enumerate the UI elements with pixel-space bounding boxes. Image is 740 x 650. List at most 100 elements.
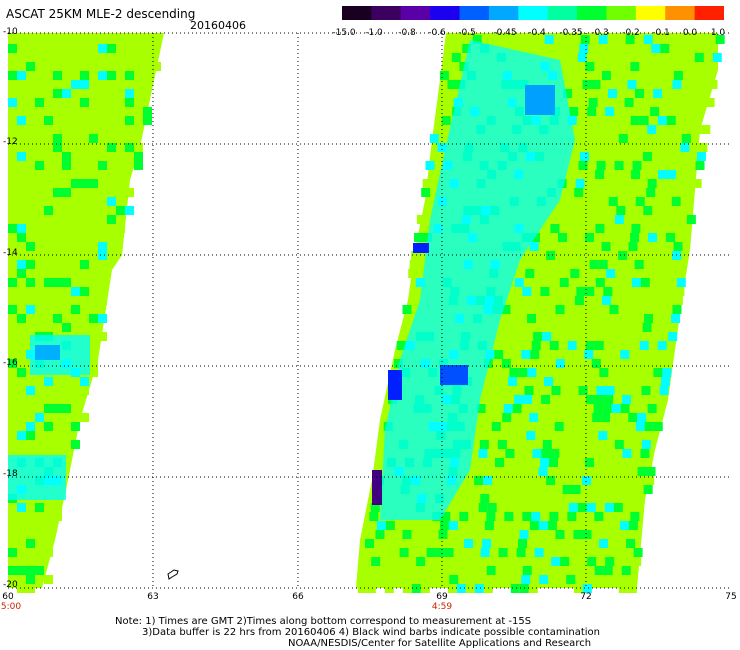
swath-cell xyxy=(670,98,679,107)
swath-cell xyxy=(53,107,62,116)
swath-cell xyxy=(8,278,17,287)
swath-cell xyxy=(523,395,532,404)
swath-cell xyxy=(582,530,591,539)
swath-cell xyxy=(549,512,558,521)
swath-cell xyxy=(647,467,656,476)
swath-cell xyxy=(17,368,26,377)
swath-cell xyxy=(685,170,694,179)
swath-cell xyxy=(614,53,623,62)
swath-cell xyxy=(574,188,583,197)
swath-cell xyxy=(98,161,107,170)
swath-cell xyxy=(452,53,461,62)
swath-cell xyxy=(17,152,26,161)
swath-cell xyxy=(17,305,26,314)
swath-cell xyxy=(80,287,89,296)
swath-cell xyxy=(98,62,107,71)
swath-cell xyxy=(630,512,639,521)
swath-cell xyxy=(638,71,647,80)
swath-cell xyxy=(98,314,107,323)
swath-cell xyxy=(586,170,595,179)
swath-cell xyxy=(635,89,644,98)
swath-cell xyxy=(107,179,116,188)
swath-cell xyxy=(89,125,98,134)
swath-cell xyxy=(672,197,681,206)
product-title: ASCAT 25KM MLE-2 descending xyxy=(6,8,195,20)
swath-cell xyxy=(695,53,704,62)
swath-cell xyxy=(652,206,661,215)
swath-cell xyxy=(487,449,496,458)
swath-cell xyxy=(677,278,686,287)
swath-cell xyxy=(633,161,642,170)
swath-cell xyxy=(563,539,572,548)
swath-cell xyxy=(474,530,483,539)
colorbar-label: 0.0 xyxy=(683,27,697,39)
swath-cell xyxy=(595,566,604,575)
swath-cell xyxy=(420,530,429,539)
swath-cell xyxy=(579,44,588,53)
swath-cell xyxy=(510,305,519,314)
swath-cell xyxy=(512,521,521,530)
swath-cell xyxy=(417,215,426,224)
swath-cell xyxy=(134,143,143,152)
swath-cell xyxy=(630,458,639,467)
swath-cell xyxy=(17,269,26,278)
swath-cell xyxy=(527,368,536,377)
swath-cell xyxy=(591,422,600,431)
swath-cell xyxy=(562,431,571,440)
swath-cell xyxy=(35,566,44,575)
swath-cell xyxy=(692,125,701,134)
swath-cell xyxy=(616,206,625,215)
swath-cell xyxy=(578,503,587,512)
colorbar-label: -15.0 xyxy=(332,27,355,39)
swath-cell xyxy=(658,116,667,125)
swath-cell xyxy=(53,503,62,512)
swath-cell xyxy=(563,485,572,494)
swath-cell xyxy=(44,152,53,161)
swath-cell xyxy=(682,134,691,143)
swath-cell xyxy=(62,134,71,143)
swath-cell xyxy=(567,404,576,413)
swath-cell xyxy=(636,197,645,206)
swath-cell xyxy=(400,548,409,557)
lon-label: 60 xyxy=(2,592,13,602)
swath-cell xyxy=(634,98,643,107)
swath-cell xyxy=(526,377,535,386)
swath-cell xyxy=(26,305,35,314)
swath-cell xyxy=(495,458,504,467)
swath-cell xyxy=(543,440,552,449)
swath-cell xyxy=(557,350,566,359)
swath-cell xyxy=(693,179,702,188)
swath-cell xyxy=(640,170,649,179)
swath-cell xyxy=(597,215,606,224)
note-line-1: Note: 1) Times are GMT 2)Times along bot… xyxy=(115,616,531,627)
swath-cell xyxy=(35,377,44,386)
swath-cell xyxy=(619,188,628,197)
swath-cell xyxy=(483,422,492,431)
swath-cell xyxy=(651,269,660,278)
swath-cell xyxy=(662,368,671,377)
swath-cell xyxy=(638,467,647,476)
swath-cell xyxy=(644,314,653,323)
swath-cell xyxy=(587,503,596,512)
swath-cell xyxy=(53,71,62,80)
swath-cell xyxy=(549,458,558,467)
swath-cell xyxy=(489,440,498,449)
swath-cell xyxy=(89,179,98,188)
swath-cell xyxy=(526,548,535,557)
swath-cell xyxy=(107,107,116,116)
swath-cell xyxy=(26,386,35,395)
colorbar-swatch xyxy=(548,6,578,20)
swath-cell xyxy=(89,332,98,341)
swath-cell xyxy=(80,215,89,224)
swath-cell xyxy=(578,53,587,62)
swath-cell xyxy=(558,233,567,242)
swath-cell xyxy=(143,107,152,116)
swath-cell xyxy=(369,512,378,521)
swath-cell xyxy=(609,80,618,89)
swath-cell xyxy=(678,44,687,53)
swath-cell xyxy=(655,359,664,368)
swath-cell xyxy=(639,287,648,296)
swath-cell xyxy=(71,422,80,431)
colorbar-swatch xyxy=(606,6,636,20)
swath-cell xyxy=(485,521,494,530)
